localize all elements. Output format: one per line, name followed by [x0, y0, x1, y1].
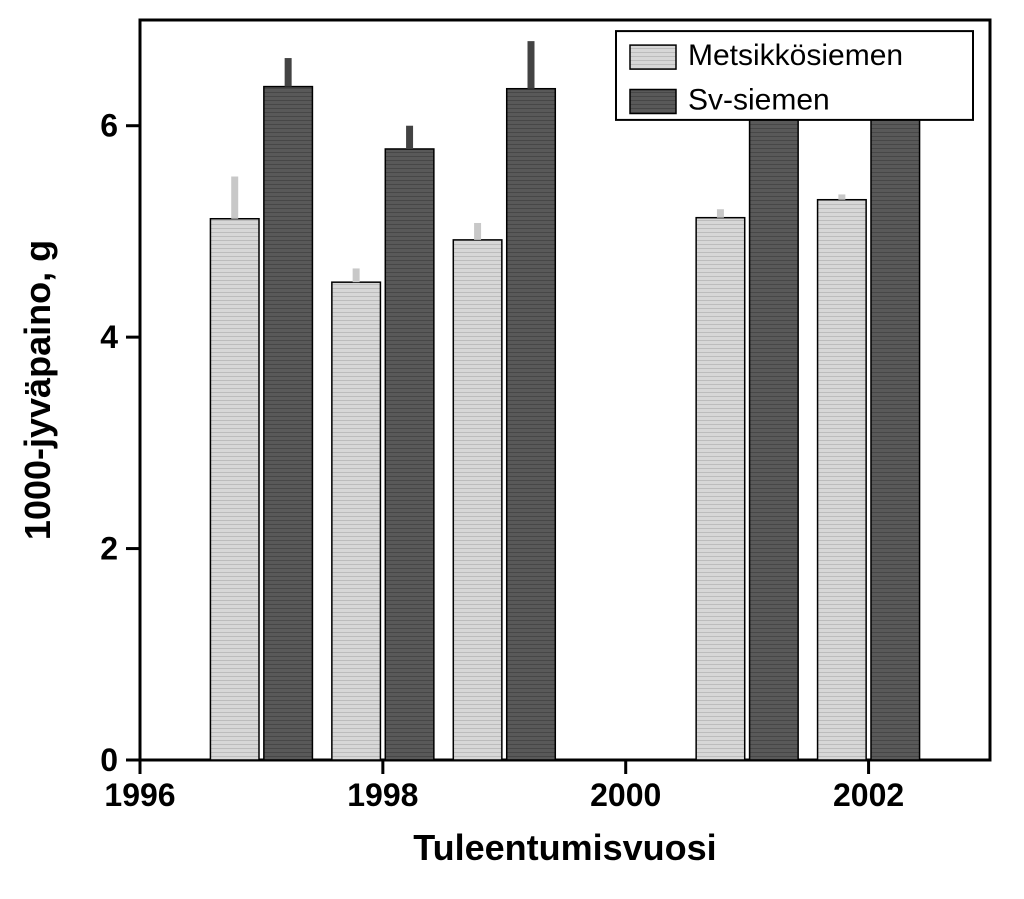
- bar-metsikkosiemen: [453, 240, 502, 760]
- x-tick-label: 1996: [104, 777, 175, 813]
- bar-sv-siemen: [507, 89, 556, 760]
- x-axis-title: Tuleentumisvuosi: [413, 827, 716, 868]
- legend-swatch: [630, 45, 676, 69]
- bar-metsikkosiemen: [696, 218, 745, 760]
- bar-sv-siemen: [871, 52, 920, 760]
- bar-metsikkosiemen: [332, 282, 381, 760]
- bar-metsikkosiemen: [818, 200, 867, 760]
- bar-chart: 0 2 4 6 1000-jyväpaino, g 1996 1998 2000 2002 Tul…: [0, 0, 1024, 899]
- x-tick-label: 1998: [347, 777, 418, 813]
- y-tick-label: 2: [100, 531, 118, 567]
- bar-sv-siemen: [750, 113, 799, 760]
- x-tick-label: 2002: [833, 777, 904, 813]
- y-tick-label: 0: [100, 742, 118, 778]
- y-tick-label: 6: [100, 108, 118, 144]
- y-tick-label: 4: [100, 319, 118, 355]
- legend-swatch: [630, 90, 676, 114]
- bar-sv-siemen: [264, 87, 313, 760]
- bar-sv-siemen: [385, 149, 434, 760]
- legend-label: Sv-siemen: [688, 84, 830, 117]
- y-axis-title: 1000-jyväpaino, g: [17, 240, 58, 540]
- legend-label: Metsikkösiemen: [688, 39, 903, 72]
- bar-metsikkosiemen: [210, 219, 259, 760]
- x-tick-label: 2000: [590, 777, 661, 813]
